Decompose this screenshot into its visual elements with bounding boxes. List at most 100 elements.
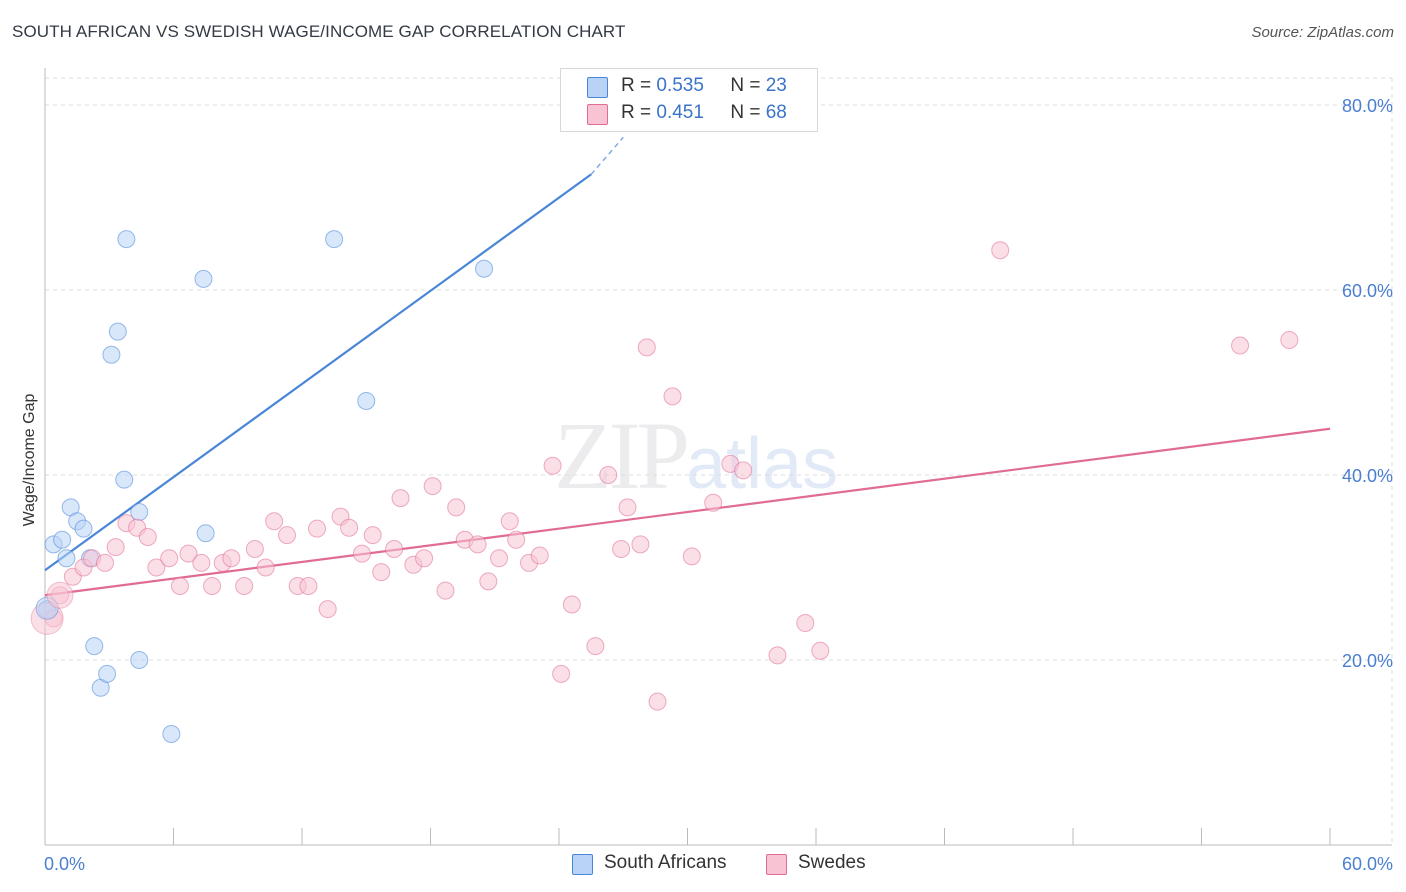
legend-r-label: R =	[621, 102, 652, 123]
swedes-point	[543, 456, 562, 475]
swedes-point	[160, 549, 179, 568]
y-tick-label: 20.0%	[1342, 651, 1393, 671]
swedes-point	[423, 477, 442, 496]
swedes-point	[318, 600, 337, 619]
legend-text-south-africans: R = 0.535 N = 23	[621, 75, 787, 97]
swedes-point	[682, 547, 701, 566]
swedes-point	[222, 549, 241, 568]
y-tick-label: 60.0%	[1342, 281, 1393, 301]
chart-title: SOUTH AFRICAN VS SWEDISH WAGE/INCOME GAP…	[12, 22, 626, 41]
south-africans-point	[196, 524, 215, 543]
legend-r-label: R =	[621, 75, 652, 96]
swedes-point	[256, 558, 275, 577]
correlation-legend: R = 0.535 N = 23 R = 0.451 N = 68	[560, 68, 818, 132]
data-points	[30, 230, 1299, 743]
legend-r-value: 0.451	[656, 102, 704, 123]
swedes-point	[95, 553, 114, 572]
swedes-point	[562, 595, 581, 614]
swedes-point	[552, 664, 571, 683]
swedes-point	[500, 512, 519, 531]
swedes-point-large	[46, 581, 74, 609]
south-africans-point	[117, 230, 136, 249]
watermark-zip: ZIP	[554, 402, 690, 509]
swedes-point	[796, 614, 815, 632]
swedes-point	[391, 489, 410, 508]
swedes-point	[245, 540, 264, 558]
swedes-point	[637, 338, 656, 357]
swedes-point	[1280, 330, 1299, 349]
swedes-point	[447, 498, 466, 517]
south-africans-point	[74, 519, 93, 538]
x-tick-label-min: 0.0%	[44, 854, 85, 874]
swedes-point	[299, 577, 318, 595]
swedes-point	[612, 540, 631, 558]
swedes-point	[468, 535, 487, 554]
swedes-point	[179, 544, 198, 563]
y-tick-label: 80.0%	[1342, 96, 1393, 116]
swedes-point	[307, 519, 326, 538]
south-africans-trendline-extension	[590, 136, 624, 175]
swedes-point	[734, 461, 753, 480]
swedes-point	[265, 512, 284, 531]
legend-n-value: 68	[765, 102, 787, 123]
legend-n-label: N =	[730, 102, 761, 123]
y-tick-label: 40.0%	[1342, 466, 1393, 486]
axes	[44, 68, 1392, 846]
south-africans-point	[53, 530, 72, 549]
watermark-atlas: atlas	[686, 424, 839, 504]
zipatlas-watermark: ZIPatlas	[554, 400, 838, 511]
swedes-point	[811, 641, 830, 660]
swedes-point	[106, 538, 125, 557]
legend-n-value: 23	[765, 75, 787, 96]
south-africans-point	[115, 470, 134, 489]
tick-labels: 20.0% 40.0% 60.0% 80.0% 0.0% 60.0%	[44, 96, 1393, 874]
swedes-point	[363, 526, 382, 545]
south-africans-point	[57, 549, 76, 568]
legend-swatch-pink	[587, 104, 608, 125]
bottom-legend-label-south-africans: South Africans	[604, 852, 727, 873]
swedes-point	[278, 526, 297, 545]
swedes-point	[192, 553, 211, 572]
south-africans-point	[98, 664, 117, 683]
legend-swatch-blue	[587, 77, 608, 98]
swedes-point	[203, 577, 222, 595]
south-africans-point	[475, 259, 494, 278]
swedes-point	[704, 493, 723, 512]
swedes-point	[479, 572, 498, 591]
swedes-point	[138, 527, 157, 546]
swedes-point	[436, 581, 455, 600]
swedes-point	[385, 540, 404, 558]
south-africans-point	[162, 725, 181, 743]
south-africans-point	[85, 637, 104, 656]
south-africans-point	[357, 392, 376, 410]
swedes-trendline	[44, 427, 1331, 597]
swedes-point	[1231, 336, 1250, 355]
swedes-point	[170, 577, 189, 595]
bottom-swatch-blue	[572, 854, 593, 875]
south-africans-point	[130, 651, 149, 669]
grid-lines	[45, 77, 1393, 845]
bottom-swatch-pink	[766, 854, 787, 875]
swedes-point	[415, 549, 434, 568]
swedes-point	[340, 518, 359, 537]
legend-r-value: 0.535	[656, 75, 704, 96]
x-tick-label-max: 60.0%	[1342, 854, 1393, 874]
swedes-point	[599, 466, 618, 484]
swedes-point	[352, 544, 371, 563]
swedes-point	[235, 577, 254, 595]
legend-text-swedes: R = 0.451 N = 68	[621, 102, 787, 124]
swedes-point	[991, 241, 1010, 260]
bottom-legend-label-swedes: Swedes	[798, 852, 866, 873]
source-credit: Source: ZipAtlas.com	[1251, 24, 1394, 41]
swedes-point	[490, 549, 509, 568]
swedes-point	[586, 637, 605, 656]
swedes-point	[663, 387, 682, 406]
swedes-point	[768, 646, 787, 665]
swedes-point	[372, 563, 391, 582]
swedes-point	[507, 530, 526, 549]
swedes-point	[618, 498, 637, 517]
swedes-point	[631, 535, 650, 554]
swedes-point	[648, 692, 667, 711]
south-africans-point	[108, 322, 127, 341]
